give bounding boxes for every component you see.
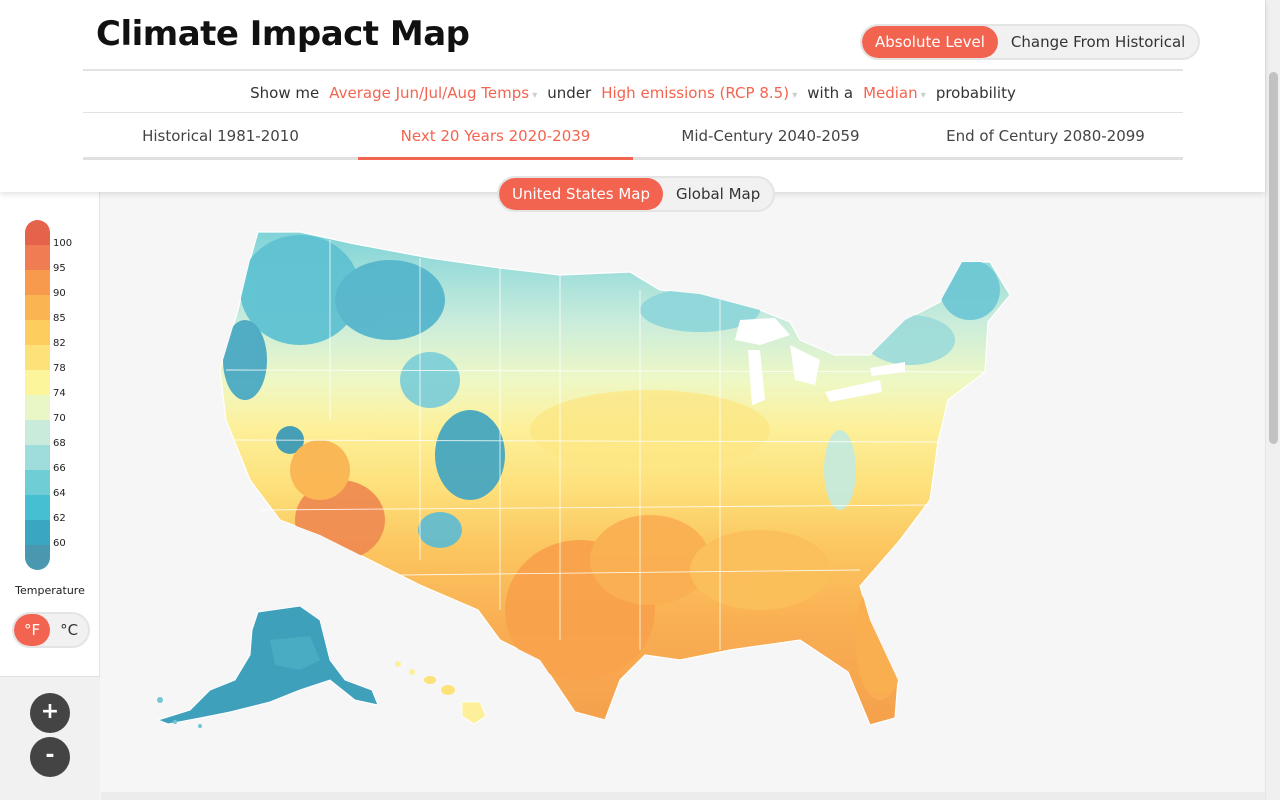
scrollbar-thumb[interactable]: [1269, 72, 1278, 444]
legend-swatch: [25, 270, 50, 295]
alaska-shape: [156, 605, 379, 728]
legend-swatch: [25, 245, 50, 270]
probability-label: probability: [935, 84, 1016, 102]
legend-tick-label: 95: [53, 263, 66, 274]
legend-tick-label: 68: [53, 438, 66, 449]
query-divider: [83, 112, 1183, 113]
legend-color-bar: [25, 220, 50, 570]
legend-swatch: [25, 495, 50, 520]
hawaii-shape: [395, 661, 487, 725]
legend-swatch: [25, 445, 50, 470]
bottom-strip: [101, 792, 1265, 800]
legend-swatch: [25, 420, 50, 445]
fahrenheit-button[interactable]: °F: [14, 614, 51, 646]
legend-swatch: [25, 520, 50, 545]
tab-historical[interactable]: Historical 1981-2010: [142, 127, 299, 145]
global-map-button[interactable]: Global Map: [676, 185, 761, 203]
legend-tick-label: 70: [53, 413, 66, 424]
legend-swatch: [25, 220, 50, 245]
unit-toggle: °F °C: [12, 612, 91, 648]
change-from-historical-button[interactable]: Change From Historical: [1010, 33, 1186, 51]
zoom-in-button[interactable]: +: [30, 693, 70, 733]
probability-dropdown[interactable]: Median: [863, 84, 926, 102]
page-title: Climate Impact Map: [96, 14, 470, 54]
temperature-legend: 100 95 90 85 82 78 74 70 68 66 64 62 60: [25, 220, 72, 570]
legend-swatch: [25, 370, 50, 395]
metric-dropdown[interactable]: Average Jun/Jul/Aug Temps: [329, 84, 537, 102]
legend-tick-label: 82: [53, 338, 66, 349]
tab-mid-century[interactable]: Mid-Century 2040-2059: [681, 127, 860, 145]
temperature-label: Temperature: [15, 584, 85, 597]
level-toggle: Absolute Level Change From Historical: [860, 24, 1201, 60]
us-temperature-map[interactable]: [101, 192, 1265, 792]
legend-tick-label: 85: [53, 313, 66, 324]
united-states-map-button[interactable]: United States Map: [499, 178, 663, 210]
legend-tick-label: 90: [53, 288, 66, 299]
legend-swatch: [25, 320, 50, 345]
legend-tick-label: 64: [53, 488, 66, 499]
legend-tick-label: 62: [53, 513, 66, 524]
left-panel: 100 95 90 85 82 78 74 70 68 66 64 62 60 Temperature …: [0, 192, 100, 800]
with-a-label: with a: [807, 84, 854, 102]
legend-tick-label: 100: [53, 238, 73, 249]
tab-end-of-century[interactable]: End of Century 2080-2099: [946, 127, 1145, 145]
legend-swatch: [25, 470, 50, 495]
legend-swatch: [25, 295, 50, 320]
under-label: under: [547, 84, 592, 102]
legend-tick-label: 60: [53, 538, 66, 549]
legend-tick-label: 66: [53, 463, 66, 474]
scenario-dropdown[interactable]: High emissions (RCP 8.5): [601, 84, 797, 102]
celsius-button[interactable]: °C: [60, 621, 79, 639]
legend-swatch: [25, 345, 50, 370]
legend-swatch: [25, 545, 50, 570]
header-panel: Climate Impact Map Absolute Level Change…: [0, 0, 1265, 192]
map-area[interactable]: [101, 192, 1265, 792]
zoom-controls: + -: [0, 676, 100, 800]
page-scrollbar[interactable]: [1265, 0, 1280, 800]
absolute-level-button[interactable]: Absolute Level: [862, 26, 998, 58]
period-tabs: Historical 1981-2010 Next 20 Years 2020-…: [83, 114, 1183, 160]
tab-next-20-years[interactable]: Next 20 Years 2020-2039: [358, 114, 633, 160]
legend-swatch: [25, 395, 50, 420]
contiguous-us-shape: [219, 231, 1011, 726]
query-sentence: Show me Average Jun/Jul/Aug Temps under …: [83, 78, 1183, 108]
zoom-out-button[interactable]: -: [30, 737, 70, 777]
show-me-label: Show me: [250, 84, 320, 102]
map-type-toggle: United States Map Global Map: [497, 176, 776, 212]
header-divider: [83, 69, 1183, 71]
legend-tick-label: 74: [53, 388, 66, 399]
legend-tick-label: 78: [53, 363, 66, 374]
